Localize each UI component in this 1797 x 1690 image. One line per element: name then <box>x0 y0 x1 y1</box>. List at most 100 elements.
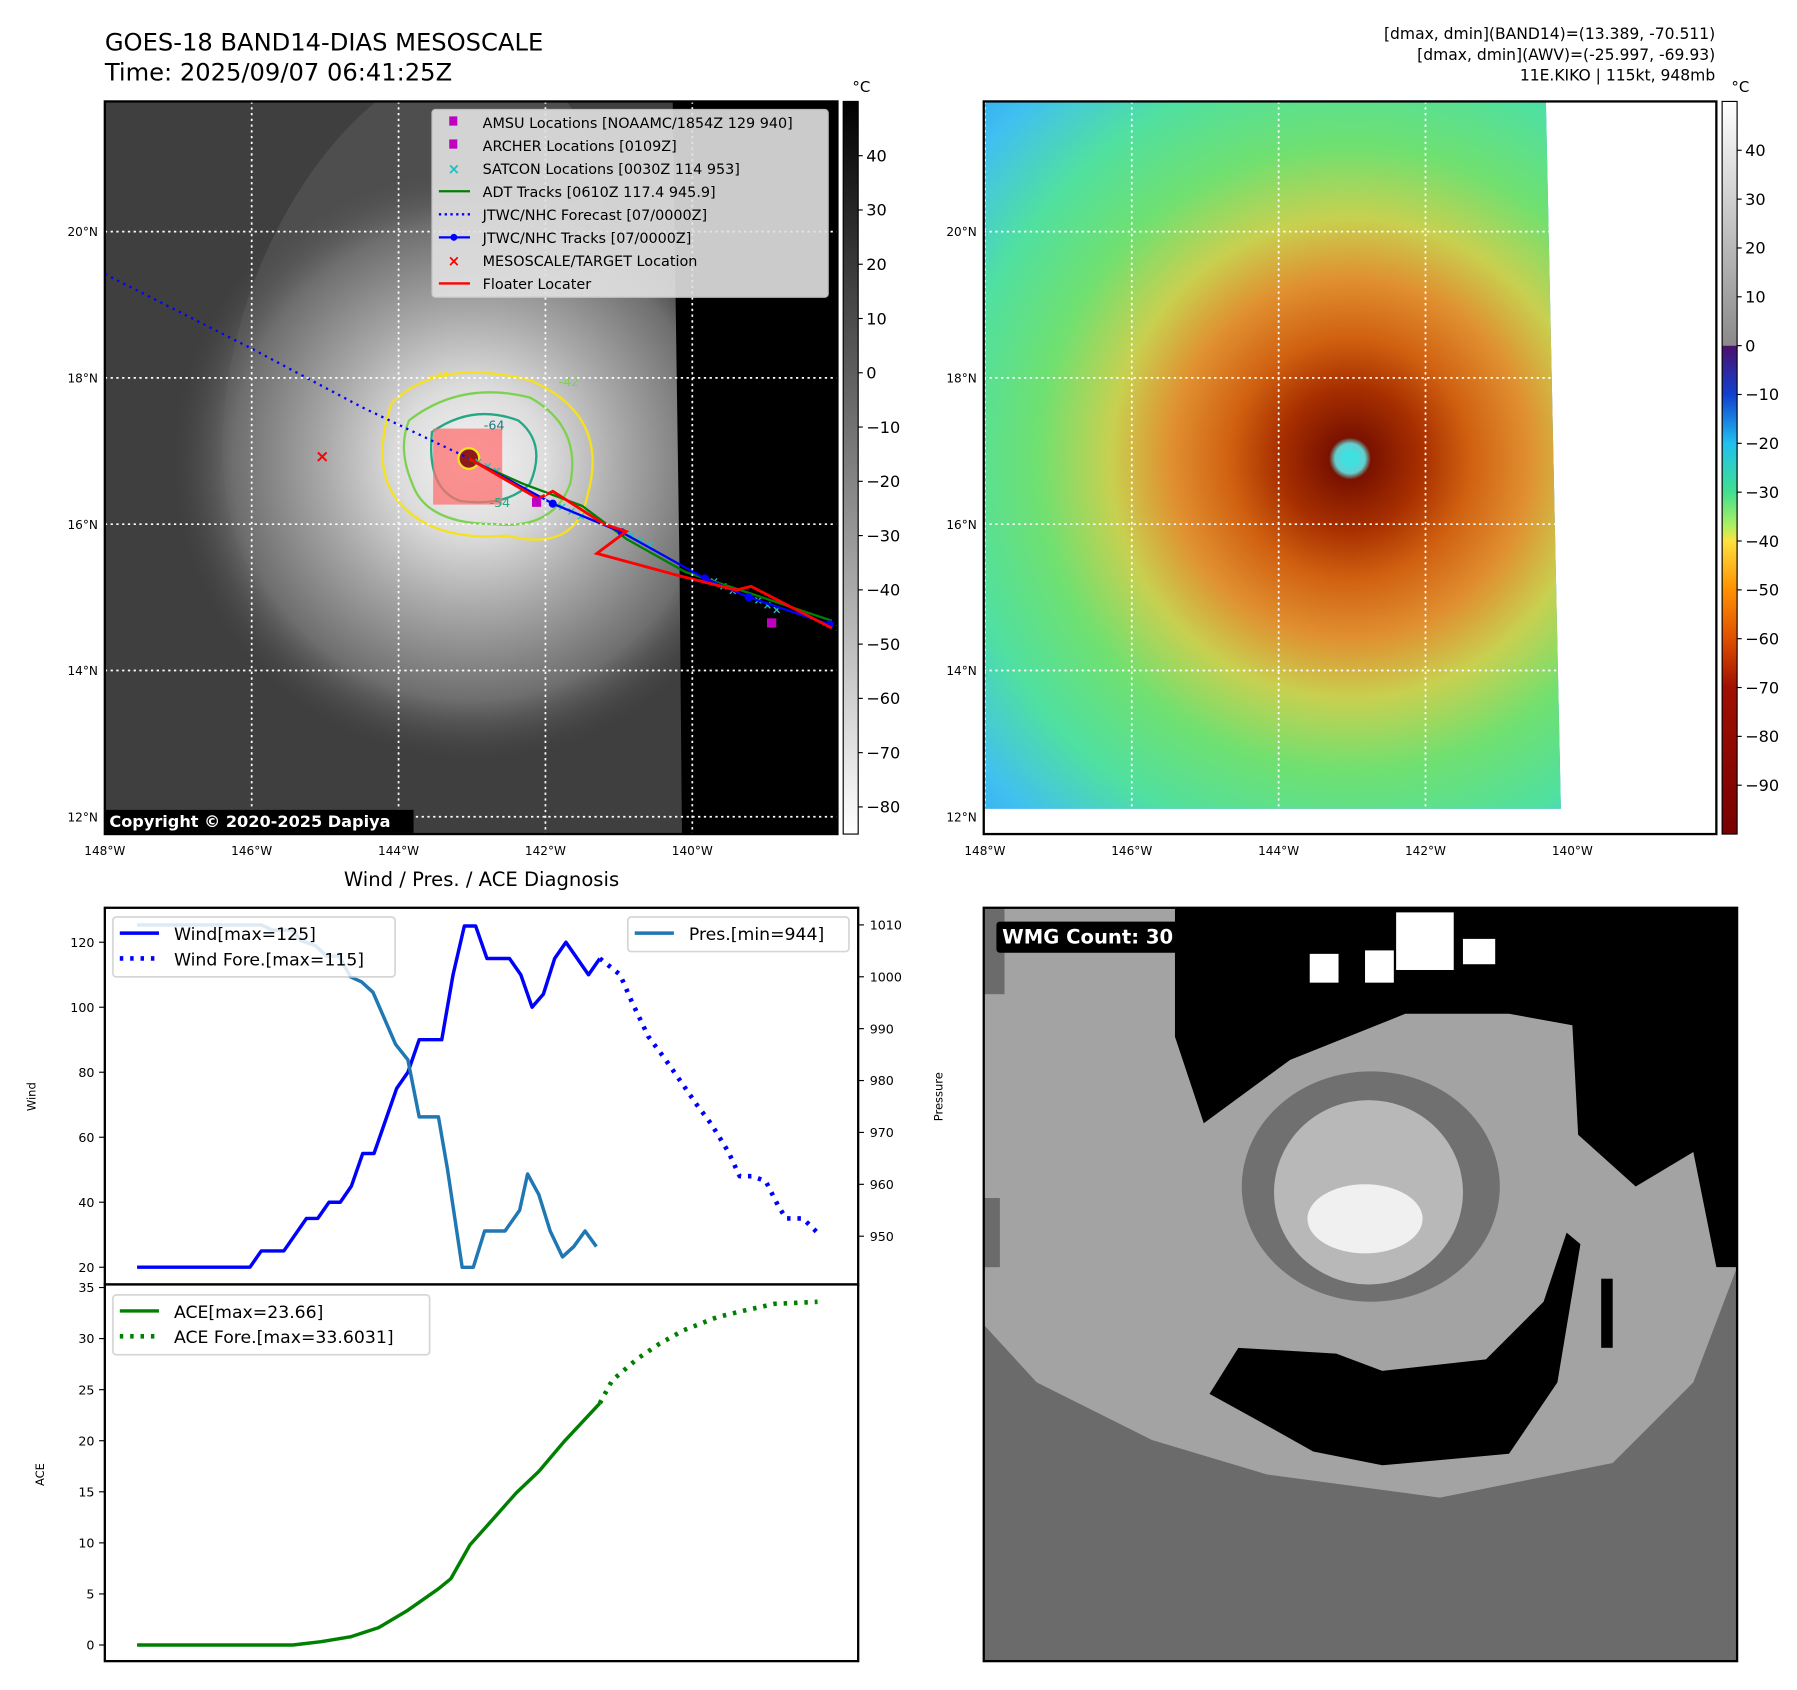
legend-box <box>112 916 396 978</box>
series-line <box>597 1299 818 1405</box>
y-tick-label: 20 <box>78 1433 94 1448</box>
colorbar-tick-label: −70 <box>866 743 900 762</box>
colorbar-tick-label: −20 <box>1745 434 1779 453</box>
colorbar-tick-label: −10 <box>1745 385 1779 404</box>
y-tick-label: 35 <box>78 1280 94 1295</box>
legend-label: ACE[max=23.66] <box>174 1303 323 1323</box>
y2-tick-label: 970 <box>870 1125 894 1140</box>
legend-entry: ADT Tracks [0610Z 117.4 945.9] <box>438 185 716 201</box>
colorbar-tick-label: −80 <box>1745 727 1779 746</box>
colorbar-tick-label: −30 <box>866 526 900 545</box>
lon-tick-label: 140°W <box>672 844 713 858</box>
jtwc-track <box>468 457 830 626</box>
ir-colorbar-ticks: 40 30 20 10 0 −10 −20 −30 −40 −50 −60 −70 −80 <box>858 146 900 817</box>
colorbar-tick-label: −60 <box>866 689 900 708</box>
y-tick-label: 30 <box>78 1331 94 1346</box>
colorbar-tick-label: 0 <box>1745 336 1755 355</box>
lat-tick-label: 12°N <box>67 810 97 824</box>
legend-label: JTWC/NHC Forecast [07/0000Z] <box>482 208 707 224</box>
legend-label: ADT Tracks [0610Z 117.4 945.9] <box>483 185 716 201</box>
legend-label: Wind[max=125] <box>174 925 316 945</box>
wmg-dark-region <box>983 1267 1738 1662</box>
lat-tick-label: 18°N <box>946 372 976 386</box>
lon-tick-label: 142°W <box>1405 844 1446 858</box>
wind-chart: 20 40 60 80 100 120 950 960 970 980 990 1000 1010 Win… <box>70 916 902 1275</box>
awv-gridlines <box>983 101 1717 835</box>
colorbar-tick-label: −40 <box>1745 532 1779 551</box>
wmg-black-band <box>1209 1232 1581 1466</box>
stat-awv: [dmax, dmin](AWV)=(-25.997, -69.93) <box>1417 46 1715 64</box>
y2-tick-label: 950 <box>870 1229 894 1244</box>
awv-axis-ticks: 20°N 18°N 16°N 14°N 12°N 148°W 146°W 144°W 142°W… <box>946 225 1593 858</box>
ir-map-frame <box>103 100 839 836</box>
jtwc-track-point <box>548 499 557 508</box>
y2-tick-label: 980 <box>870 1073 894 1088</box>
lon-tick-label: 144°W <box>378 844 419 858</box>
jtwc-track-point <box>744 593 753 602</box>
legend-label: JTWC/NHC Tracks [07/0000Z] <box>482 231 692 247</box>
wind-axis-label: Wind <box>25 1082 39 1111</box>
y-tick-label: 0 <box>86 1638 94 1653</box>
lat-tick-label: 20°N <box>946 225 976 239</box>
legend-label: ACE Fore.[max=33.6031] <box>174 1328 394 1348</box>
stat-storm: 11E.KIKO | 115kt, 948mb <box>1520 67 1716 85</box>
colorbar-tick-label: 30 <box>866 201 887 220</box>
ir-legend: AMSU Locations [NOAAMC/1854Z 129 940] ARC… <box>431 108 829 298</box>
lat-tick-label: 18°N <box>67 372 97 386</box>
lon-tick-label: 140°W <box>1552 844 1593 858</box>
colorbar-tick-label: −10 <box>866 418 900 437</box>
colorbar-tick-label: 10 <box>866 309 887 328</box>
lon-tick-label: 146°W <box>231 844 272 858</box>
legend-label: ARCHER Locations [0109Z] <box>483 139 677 155</box>
ir-colorbar-unit: °C <box>852 78 870 96</box>
legend-entry: ARCHER Locations [0109Z] <box>449 139 677 155</box>
legend-entry: Floater Locater <box>438 277 591 293</box>
wmg-core <box>1307 1184 1423 1254</box>
y2-tick-label: 1000 <box>870 969 902 984</box>
legend-entry: JTWC/NHC Forecast [07/0000Z] <box>438 208 707 224</box>
contour-label-31: -31 <box>430 368 451 383</box>
lat-tick-label: 14°N <box>946 664 976 678</box>
satcon-marker: × <box>772 602 782 616</box>
stat-band14: [dmax, dmin](BAND14)=(13.389, -70.511) <box>1384 25 1715 43</box>
ir-colorbar <box>842 100 859 835</box>
satcon-marker: × <box>626 528 636 542</box>
legend-label: MESOSCALE/TARGET Location <box>483 254 698 270</box>
colorbar-tick-label: 10 <box>1745 288 1766 307</box>
copyright-box <box>104 809 414 833</box>
lat-tick-label: 16°N <box>67 518 97 532</box>
legend-label: SATCON Locations [0030Z 114 953] <box>483 162 740 178</box>
colorbar-tick-label: −80 <box>866 798 900 817</box>
legend-square-icon <box>449 116 458 126</box>
y-tick-label: 20 <box>78 1260 94 1275</box>
colorbar-tick-label: −50 <box>866 635 900 654</box>
lon-tick-label: 146°W <box>1111 844 1152 858</box>
satcon-marker: × <box>636 533 646 547</box>
adt-track <box>468 458 833 622</box>
y-tick-label: 15 <box>78 1484 94 1499</box>
lat-tick-label: 12°N <box>946 810 976 824</box>
legend-box <box>112 1293 431 1356</box>
y-tick-label: 40 <box>78 1195 94 1210</box>
legend-label: Pres.[min=944] <box>689 925 824 945</box>
chart-title: Wind / Pres. / ACE Diagnosis <box>344 868 619 891</box>
awv-colorbar <box>1721 100 1738 835</box>
y2-tick-label: 990 <box>870 1021 894 1036</box>
awv-colorbar-ticks: 40 30 20 10 0 −10 −20 −30 −40 −50 −60 −70 −80 −90 <box>1737 141 1779 795</box>
target-marker: × <box>315 447 329 467</box>
figure-title: GOES-18 BAND14-DIAS MESOSCALE <box>105 29 543 57</box>
lat-tick-label: 20°N <box>67 225 97 239</box>
copyright-text: Copyright © 2020-2025 Dapiya <box>109 812 390 831</box>
colorbar-tick-label: 20 <box>866 255 887 274</box>
colorbar-tick-label: 30 <box>1745 190 1766 209</box>
y-tick-label: 120 <box>70 935 94 950</box>
satcon-marker: × <box>645 537 655 551</box>
y2-tick-label: 960 <box>870 1177 894 1192</box>
ir-axis-ticks: 20°N 18°N 16°N 14°N 12°N 148°W 146°W 144°W 142°W… <box>67 225 712 858</box>
y-tick-label: 60 <box>78 1130 94 1145</box>
lon-tick-label: 148°W <box>84 844 125 858</box>
y-tick-label: 100 <box>70 1000 94 1015</box>
satcon-marker: × <box>834 620 844 634</box>
lon-tick-label: 148°W <box>964 844 1005 858</box>
colorbar-tick-label: −30 <box>1745 483 1779 502</box>
